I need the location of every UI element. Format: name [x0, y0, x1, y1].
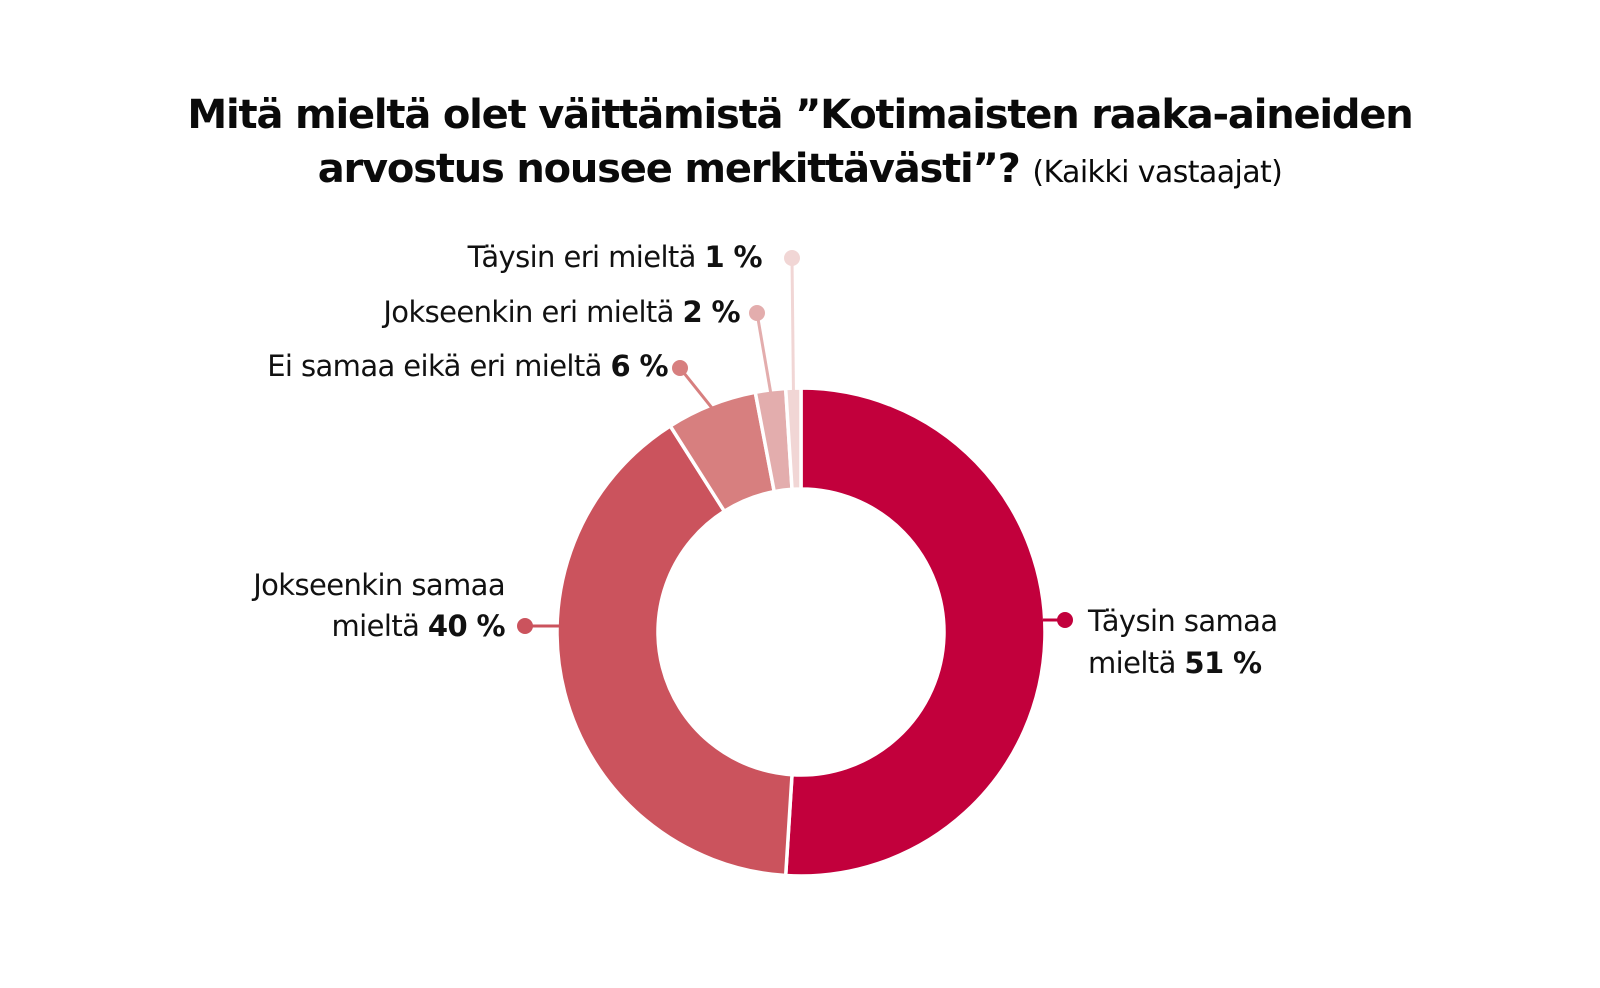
leader-dot-2 — [672, 360, 688, 376]
chart-title-line2: arvostus nousee merkittävästi”? (Kaikki … — [0, 146, 1600, 192]
chart-title-line1: Mitä mieltä olet väittämistä ”Kotimaiste… — [0, 92, 1600, 138]
leader-dot-0 — [1057, 612, 1073, 628]
value-slice-1: 40 % — [428, 609, 506, 643]
label-slice-0-line2: mieltä 51 % — [1088, 646, 1262, 680]
value-slice-3: 2 % — [682, 295, 740, 329]
leader-dot-3 — [749, 305, 765, 321]
chart-title-text-1: Mitä mieltä olet väittämistä ”Kotimaiste… — [187, 92, 1413, 138]
label-slice-1-line2: mieltä 40 % — [332, 609, 506, 643]
chart-title-text-2: arvostus nousee merkittävästi”? — [317, 146, 1021, 192]
label-slice-3: Jokseenkin eri mieltä 2 % — [381, 295, 740, 329]
label-slice-4: Täysin eri mieltä 1 % — [467, 240, 763, 274]
leader-line-3 — [755, 312, 773, 395]
leader-dot-1 — [517, 618, 533, 634]
value-slice-4: 1 % — [704, 240, 762, 274]
label-slice-2: Ei samaa eikä eri mieltä 6 % — [267, 349, 668, 383]
leader-dot-4 — [784, 250, 800, 266]
leader-line-4 — [790, 257, 795, 393]
leader-line-2 — [678, 367, 714, 410]
donut-slice-1 — [555, 423, 794, 878]
label-slice-0-line1: Täysin samaa — [1087, 604, 1278, 638]
leader-lines — [517, 250, 1073, 634]
chart-subtitle: (Kaikki vastaajat) — [1032, 155, 1283, 190]
label-slice-1-line1: Jokseenkin samaa — [251, 568, 505, 602]
donut-slice-4 — [783, 386, 803, 492]
donut-slices — [555, 386, 1047, 878]
donut-slice-0 — [783, 386, 1047, 878]
value-slice-0: 51 % — [1184, 646, 1262, 680]
value-slice-2: 6 % — [610, 349, 668, 383]
